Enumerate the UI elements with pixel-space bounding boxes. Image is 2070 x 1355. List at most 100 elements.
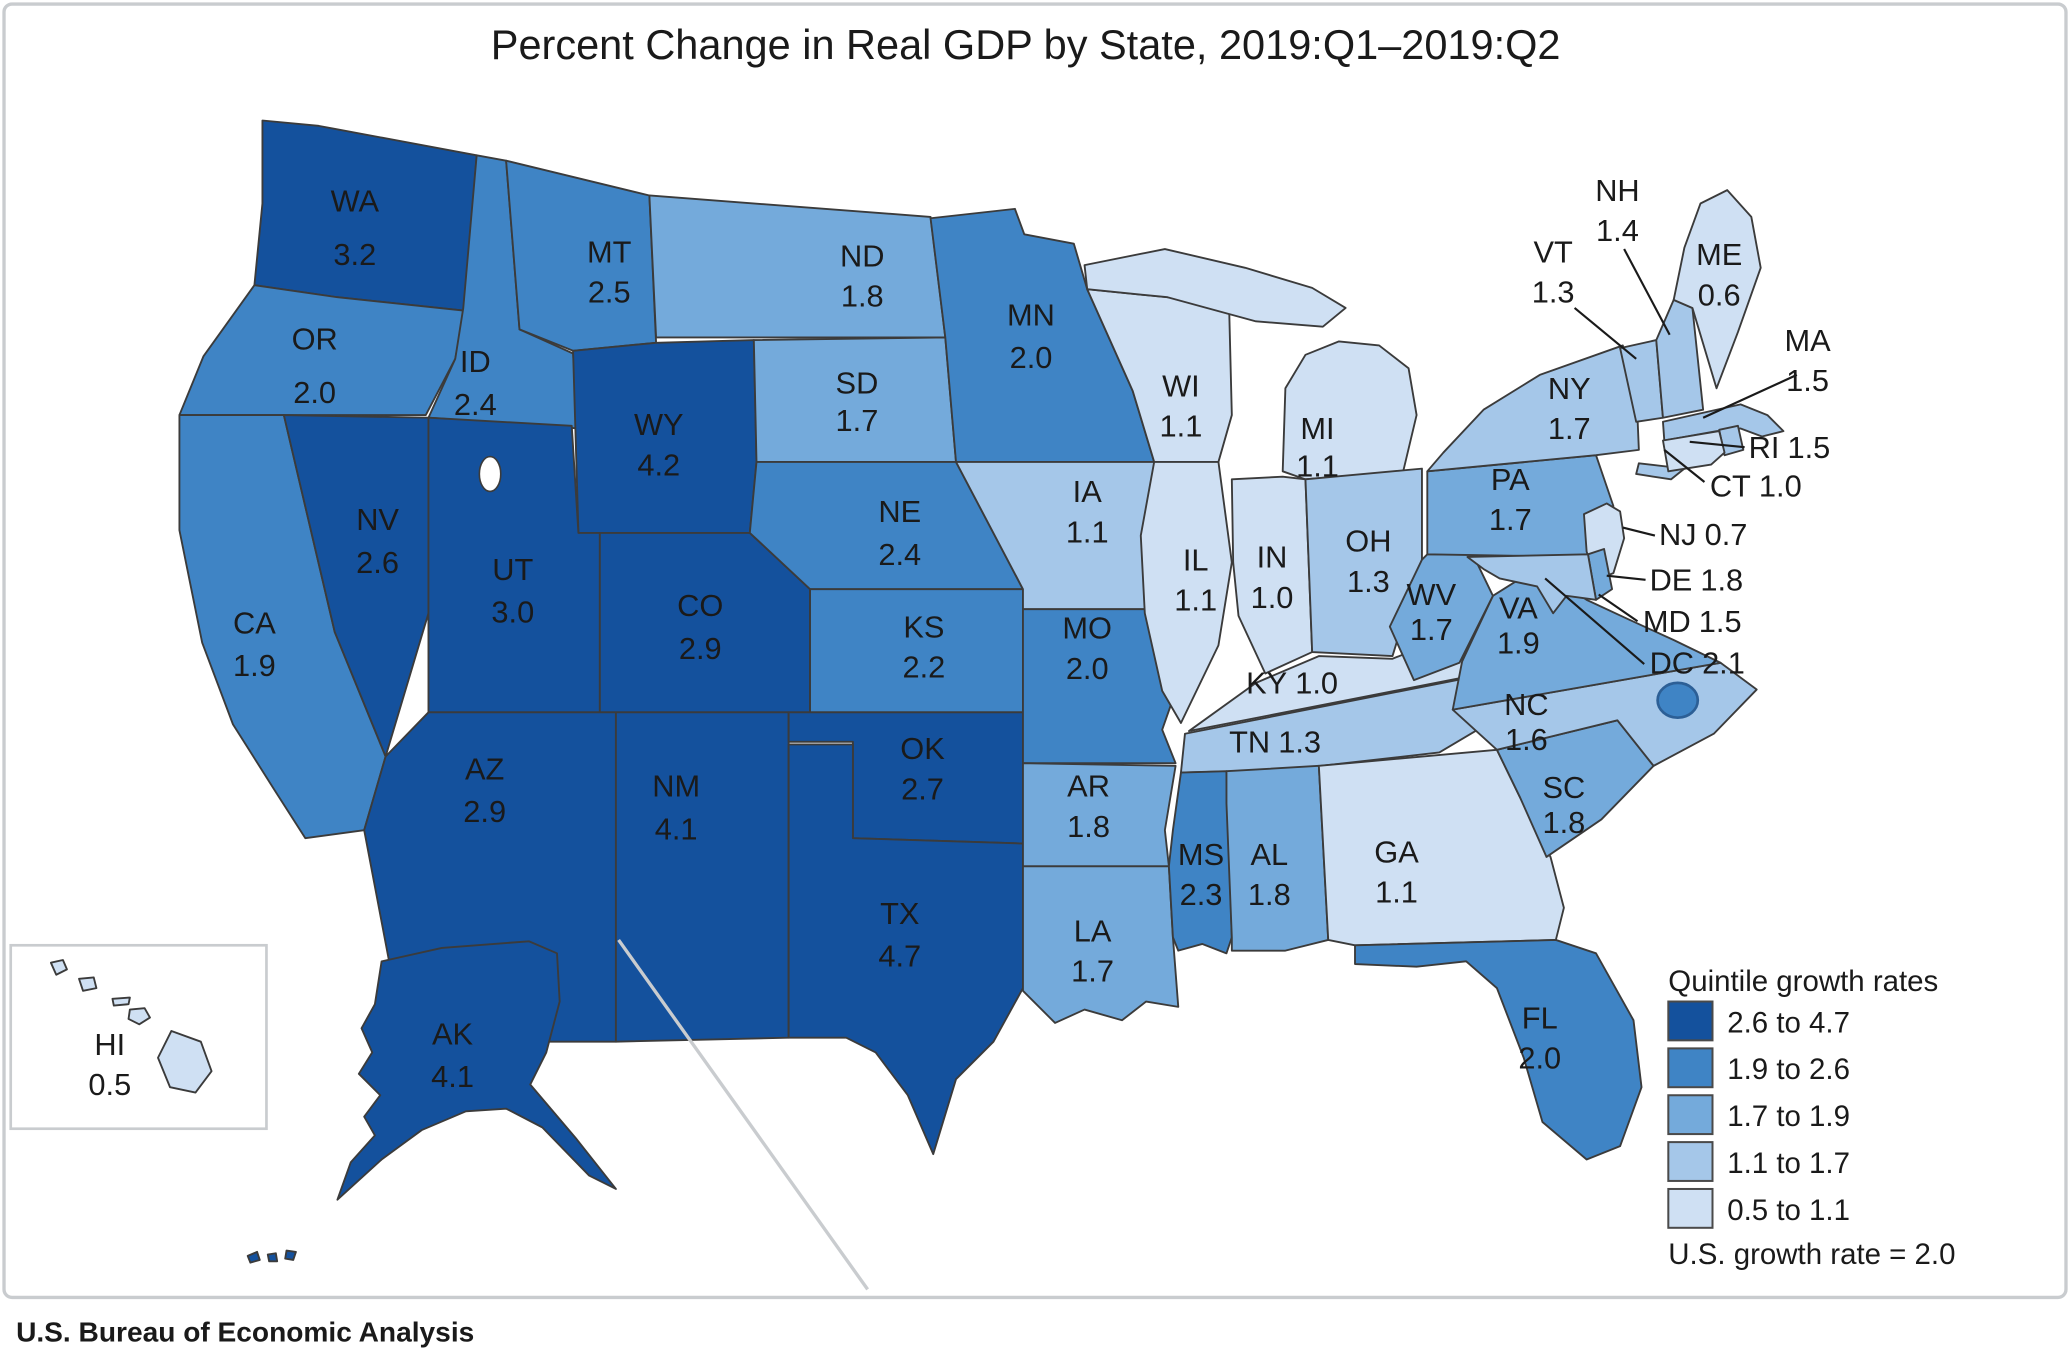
state-shape-maryland <box>1466 553 1597 615</box>
callout-leader-lines <box>1544 248 1798 665</box>
state-label-ar: AR 1.8 <box>1067 769 1110 844</box>
state-label-id: ID 2.4 <box>454 344 497 422</box>
source-attribution: U.S. Bureau of Economic Analysis <box>16 1317 474 1348</box>
state-label-hi: HI 0.5 <box>88 1027 131 1102</box>
state-label-az: AZ 2.9 <box>463 751 506 829</box>
state-label-me: ME 0.6 <box>1696 237 1742 312</box>
dc-dot <box>1656 681 1700 720</box>
state-shape-maine <box>1672 189 1762 390</box>
state-shape-new-york <box>1426 344 1640 473</box>
leader-line-dc <box>1544 577 1645 665</box>
callout-label-ri: RI 1.5 <box>1749 430 1831 465</box>
state-label-mt: MT 2.5 <box>587 234 632 309</box>
leader-line-de <box>1606 574 1646 581</box>
state-shape-aleutian-islands <box>246 1249 297 1264</box>
callout-label-nh: NH 1.4 <box>1595 173 1639 248</box>
state-label-ms: MS 2.3 <box>1178 837 1224 912</box>
callout-labels-group: NH 1.4 VT 1.3 MA 1.5 RI 1.5 CT 1.0 NJ 0.7 DE 1.… <box>1532 173 1831 681</box>
legend-label-quintile-5: 0.5 to 1.1 <box>1727 1194 1850 1227</box>
callout-label-dc: DC 2.1 <box>1650 645 1745 680</box>
legend-swatch-quintile-2 <box>1667 1047 1714 1089</box>
state-label-tn: TN 1.3 <box>1229 724 1321 759</box>
leader-line-ma <box>1702 373 1798 419</box>
state-shape-hawaii-oahu <box>78 976 98 992</box>
state-label-oh: OH 1.3 <box>1345 524 1391 599</box>
state-label-wi: WI 1.1 <box>1160 368 1203 443</box>
leader-line-ct <box>1663 449 1706 483</box>
legend-title: Quintile growth rates <box>1668 965 1938 998</box>
state-label-nd: ND 1.8 <box>840 238 884 313</box>
state-label-ne: NE 2.4 <box>878 494 921 572</box>
state-label-ut: UT 3.0 <box>491 552 534 630</box>
state-label-sd: SD 1.7 <box>836 366 879 438</box>
state-shape-nevada <box>282 414 430 758</box>
legend-label-quintile-3: 1.7 to 1.9 <box>1727 1100 1850 1133</box>
state-shape-north-dakota <box>648 194 947 339</box>
hawaii-inset-box <box>9 943 268 1131</box>
legend-us-growth-note: U.S. growth rate = 2.0 <box>1668 1238 1955 1271</box>
state-shape-new-mexico <box>614 711 790 1043</box>
callout-label-ct: CT 1.0 <box>1710 469 1802 504</box>
state-label-mo: MO 2.0 <box>1062 611 1112 686</box>
legend-swatch-quintile-3 <box>1667 1094 1714 1136</box>
state-label-nc: NC 1.6 <box>1504 687 1548 757</box>
state-label-nm: NM 4.1 <box>652 769 700 847</box>
state-shapes-group <box>49 119 1785 1264</box>
state-label-ia: IA 1.1 <box>1066 474 1109 549</box>
inset-divider-line <box>617 938 869 1291</box>
state-shape-arkansas <box>1022 762 1177 868</box>
state-label-ok: OK 2.7 <box>900 731 945 806</box>
state-shape-hawaii-maui <box>127 1007 151 1026</box>
state-label-ny: NY 1.7 <box>1548 371 1591 446</box>
callout-label-md: MD 1.5 <box>1643 604 1742 639</box>
state-label-wy: WY 4.2 <box>634 407 684 482</box>
leader-line-nj <box>1622 526 1656 537</box>
state-shape-hawaii-molokai <box>111 996 131 1007</box>
leader-line-nh <box>1623 248 1671 336</box>
leader-line-ri <box>1689 440 1745 449</box>
callout-label-de: DE 1.8 <box>1650 562 1744 597</box>
great-salt-lake <box>478 455 502 493</box>
state-label-ak: AK 4.1 <box>431 1016 474 1094</box>
state-label-mn: MN 2.0 <box>1007 297 1055 375</box>
state-label-in: IN 1.0 <box>1251 540 1294 615</box>
state-shape-hawaii-big-island <box>157 1030 213 1094</box>
state-label-wa: WA 3.2 <box>331 184 380 273</box>
legend: Quintile growth rates 2.6 to 4.7 1.9 to … <box>1667 965 1955 1271</box>
state-label-tx: TX 4.7 <box>878 896 921 974</box>
state-shape-indiana <box>1230 475 1314 675</box>
page-title: Percent Change in Real GDP by State, 201… <box>491 21 1561 68</box>
legend-label-quintile-1: 2.6 to 4.7 <box>1727 1006 1850 1039</box>
legend-label-quintile-4: 1.1 to 1.7 <box>1727 1147 1850 1180</box>
state-label-al: AL 1.8 <box>1248 837 1291 912</box>
state-shape-virginia <box>1451 572 1722 711</box>
state-label-il: IL 1.1 <box>1174 542 1217 617</box>
legend-swatch-quintile-5 <box>1667 1187 1714 1229</box>
state-label-va: VA 1.9 <box>1497 591 1540 661</box>
legend-label-quintile-2: 1.9 to 2.6 <box>1727 1053 1850 1086</box>
state-shape-hawaii-kauai <box>49 959 68 976</box>
state-shape-michigan-upper <box>1083 248 1347 328</box>
state-shape-illinois <box>1139 460 1233 724</box>
map-frame <box>2 2 2068 1300</box>
callout-label-vt: VT 1.3 <box>1532 234 1575 309</box>
state-label-ky: KY 1.0 <box>1246 666 1338 701</box>
state-label-fl: FL 2.0 <box>1518 1000 1561 1075</box>
legend-swatch-quintile-4 <box>1667 1141 1714 1182</box>
state-shape-alaska <box>336 940 617 1201</box>
callout-label-ma: MA 1.5 <box>1784 323 1831 398</box>
leader-line-md <box>1598 593 1639 623</box>
state-label-ga: GA 1.1 <box>1374 834 1419 909</box>
state-label-co: CO 2.9 <box>677 588 723 666</box>
state-shape-oregon <box>178 284 466 417</box>
state-label-pa: PA 1.7 <box>1489 462 1532 537</box>
state-label-sc: SC 1.8 <box>1542 770 1585 840</box>
state-shape-texas <box>787 743 1024 1156</box>
state-label-wv: WV 1.7 <box>1407 577 1457 647</box>
state-shape-florida <box>1354 938 1643 1161</box>
callout-label-nj: NJ 0.7 <box>1659 517 1747 552</box>
state-label-ks: KS 2.2 <box>902 609 945 684</box>
state-label-or: OR 2.0 <box>292 321 338 410</box>
